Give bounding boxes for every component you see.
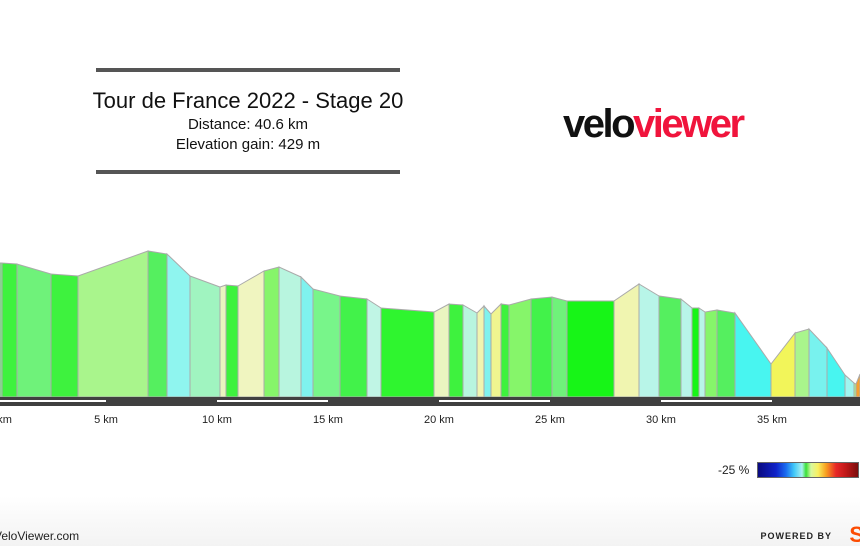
profile-segment: [77, 250, 149, 398]
x-tick-label: 35 km: [757, 414, 787, 426]
profile-segment: [844, 373, 855, 398]
profile-segment: [680, 297, 693, 398]
profile-segment: [147, 250, 168, 398]
gradient-legend: -25 %: [718, 462, 860, 478]
profile-segment: [433, 303, 450, 398]
profile-segment: [698, 307, 706, 398]
veloviewer-link[interactable]: VeloViewer.com: [0, 529, 80, 543]
profile-segment: [826, 346, 846, 398]
distance-axis-bar: [0, 397, 860, 406]
axis-km-stripe: [217, 400, 328, 402]
logo-part-velo: velo: [563, 102, 636, 146]
profile-segment: [1, 262, 18, 398]
profile-segment: [551, 296, 568, 398]
x-tick-label: 5 km: [94, 414, 118, 426]
profile-segment: [225, 284, 239, 398]
gradient-color-scale: [757, 462, 860, 478]
profile-segment: [312, 288, 341, 398]
x-tick-label: 30 km: [646, 414, 676, 426]
profile-segment: [462, 304, 478, 398]
title-bottom-rule: [96, 170, 400, 174]
profile-segment: [530, 296, 553, 398]
logo-part-viewer: viewer: [633, 102, 745, 146]
footer: VeloViewer.com POWERED BY S: [0, 496, 860, 547]
chart-title: Tour de France 2022 - Stage 20: [92, 88, 404, 113]
profile-segment: [613, 283, 640, 398]
profile-segment: [300, 275, 314, 398]
profile-segment: [566, 300, 615, 398]
profile-segment: [500, 303, 510, 398]
profile-segment: [278, 266, 302, 398]
profile-segment: [483, 304, 492, 398]
profile-segment: [263, 266, 280, 398]
powered-by-text: POWERED BY: [760, 531, 832, 541]
profile-segment: [508, 298, 532, 398]
axis-km-stripe: [0, 400, 106, 402]
profile-segment: [237, 270, 265, 398]
legend-min-label: -25 %: [718, 463, 750, 477]
profile-segment: [380, 307, 435, 398]
x-tick-label: 20 km: [424, 414, 454, 426]
profile-segment: [448, 303, 464, 398]
profile-segment: [716, 309, 736, 398]
profile-segment: [219, 284, 227, 398]
profile-segment: [704, 309, 718, 398]
title-block: Tour de France 2022 - Stage 20 Distance:…: [72, 68, 424, 174]
profile-segment: [638, 283, 660, 398]
title-top-rule: [96, 68, 400, 72]
x-tick-label: 10 km: [202, 414, 232, 426]
x-tick-label: 15 km: [313, 414, 343, 426]
profile-segment: [770, 331, 796, 398]
distance-text: Distance: 40.6 km: [187, 116, 309, 133]
profile-segment: [490, 302, 502, 398]
profile-segment: [476, 304, 485, 398]
strava-logo-icon: S: [849, 522, 860, 547]
profile-segment: [189, 275, 221, 398]
profile-segment: [658, 295, 682, 398]
profile-segment: [734, 311, 772, 398]
elevation-gain-text: Elevation gain: 429 m: [175, 136, 321, 153]
profile-segment: [366, 298, 382, 398]
elevation-profile-chart: [0, 250, 860, 406]
x-tick-label: 0 km: [0, 414, 12, 426]
profile-segment: [339, 295, 368, 398]
profile-segment: [855, 373, 860, 398]
veloviewer-logo: veloviewer: [563, 100, 745, 148]
x-tick-label: 25 km: [535, 414, 565, 426]
axis-km-stripe: [661, 400, 772, 402]
profile-segment: [808, 327, 828, 398]
profile-segment: [50, 273, 79, 398]
profile-segment: [691, 307, 700, 398]
profile-segment: [794, 328, 810, 398]
profile-segment: [166, 252, 191, 398]
profile-segment: [16, 263, 52, 398]
axis-km-stripe: [439, 400, 550, 402]
